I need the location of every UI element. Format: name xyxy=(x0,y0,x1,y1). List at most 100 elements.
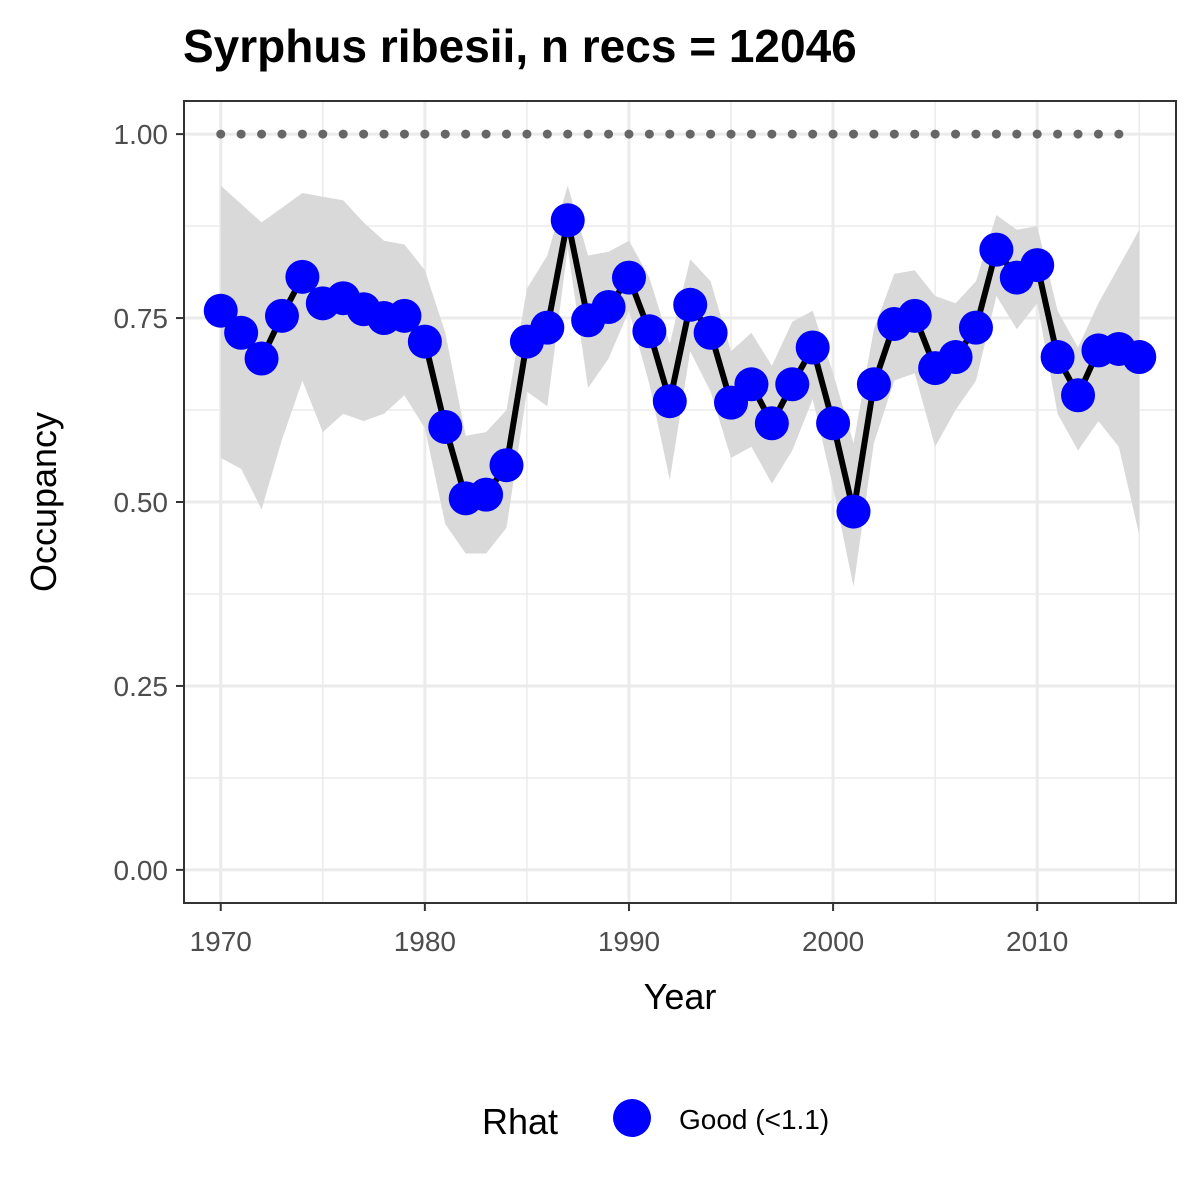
reference-dot xyxy=(583,129,593,139)
reference-dot xyxy=(542,129,552,139)
reference-dot xyxy=(706,129,716,139)
data-point xyxy=(489,448,524,483)
reference-dot xyxy=(787,129,797,139)
reference-dot xyxy=(726,129,736,139)
reference-dot xyxy=(889,129,899,139)
reference-dot xyxy=(644,129,654,139)
reference-dot xyxy=(1032,129,1042,139)
reference-dot xyxy=(624,129,634,139)
data-point xyxy=(264,298,299,333)
reference-line-dotted xyxy=(216,129,1124,139)
data-point xyxy=(734,367,769,402)
reference-dot xyxy=(257,129,267,139)
data-point xyxy=(754,406,789,441)
reference-dot xyxy=(604,129,614,139)
data-point xyxy=(428,409,463,444)
data-point xyxy=(530,310,565,345)
reference-dot xyxy=(502,129,512,139)
reference-dot xyxy=(808,129,818,139)
data-point xyxy=(1122,340,1157,375)
data-point xyxy=(387,298,422,333)
reference-dot xyxy=(379,129,389,139)
data-point xyxy=(632,314,667,349)
confidence-ribbon xyxy=(220,185,1140,587)
reference-dot xyxy=(869,129,879,139)
y-tick-label: 0.00 xyxy=(114,855,169,886)
y-tick-label: 0.75 xyxy=(114,303,169,334)
data-point xyxy=(1020,248,1055,283)
x-tick-label: 2000 xyxy=(802,926,864,957)
x-tick-label: 1980 xyxy=(394,926,456,957)
x-axis: 1970 1980 1990 2000 2010 xyxy=(190,903,1068,957)
data-point xyxy=(203,293,238,328)
x-axis-title: Year xyxy=(644,976,717,1017)
reference-dot xyxy=(1012,129,1022,139)
reference-dot xyxy=(420,129,430,139)
reference-dot xyxy=(1093,129,1103,139)
data-point xyxy=(550,203,585,238)
reference-dot xyxy=(216,129,226,139)
data-point xyxy=(1040,340,1075,375)
reference-dot xyxy=(338,129,348,139)
reference-dot xyxy=(665,129,675,139)
reference-dot xyxy=(399,129,409,139)
data-point xyxy=(693,315,728,350)
data-point xyxy=(611,260,646,295)
legend-key-good xyxy=(613,1099,651,1137)
occupancy-points xyxy=(203,203,1157,529)
x-tick-label: 2010 xyxy=(1006,926,1068,957)
reference-dot xyxy=(746,129,756,139)
reference-dot xyxy=(440,129,450,139)
x-tick-label: 1970 xyxy=(190,926,252,957)
legend-label-good: Good (<1.1) xyxy=(679,1104,829,1135)
data-point xyxy=(856,367,891,402)
reference-dot xyxy=(297,129,307,139)
data-point xyxy=(1061,378,1096,413)
reference-dot xyxy=(930,129,940,139)
reference-dot xyxy=(522,129,532,139)
reference-dot xyxy=(481,129,491,139)
data-point xyxy=(795,330,830,365)
data-point xyxy=(938,340,973,375)
data-point xyxy=(958,310,993,345)
reference-dot xyxy=(767,129,777,139)
reference-dot xyxy=(359,129,369,139)
data-point xyxy=(652,384,687,419)
data-point xyxy=(897,298,932,333)
reference-dot xyxy=(685,129,695,139)
x-tick-label: 1990 xyxy=(598,926,660,957)
reference-dot xyxy=(951,129,961,139)
data-point xyxy=(775,367,810,402)
reference-dot xyxy=(828,129,838,139)
reference-dot xyxy=(277,129,287,139)
reference-dot xyxy=(848,129,858,139)
y-axis-title: Occupancy xyxy=(23,412,64,592)
reference-dot xyxy=(1053,129,1063,139)
data-point xyxy=(224,315,259,350)
data-point xyxy=(591,290,626,325)
reference-dot xyxy=(461,129,471,139)
reference-dot xyxy=(236,129,246,139)
chart-title: Syrphus ribesii, n recs = 12046 xyxy=(183,20,857,72)
reference-dot xyxy=(318,129,328,139)
y-axis: 0.00 0.25 0.50 0.75 1.00 xyxy=(114,119,184,886)
data-point xyxy=(244,341,279,376)
y-tick-label: 1.00 xyxy=(114,119,169,150)
data-point xyxy=(469,477,504,512)
data-point xyxy=(285,259,320,294)
reference-dot xyxy=(910,129,920,139)
data-point xyxy=(979,232,1014,267)
legend-title: Rhat xyxy=(482,1101,558,1142)
legend: Rhat Good (<1.1) xyxy=(482,1099,829,1142)
reference-dot xyxy=(971,129,981,139)
y-tick-label: 0.50 xyxy=(114,487,169,518)
reference-dot xyxy=(1114,129,1124,139)
y-tick-label: 0.25 xyxy=(114,671,169,702)
reference-dot xyxy=(563,129,573,139)
data-point xyxy=(407,324,442,359)
reference-dot xyxy=(1073,129,1083,139)
reference-dot xyxy=(991,129,1001,139)
data-point xyxy=(816,406,851,441)
data-point xyxy=(836,494,871,529)
